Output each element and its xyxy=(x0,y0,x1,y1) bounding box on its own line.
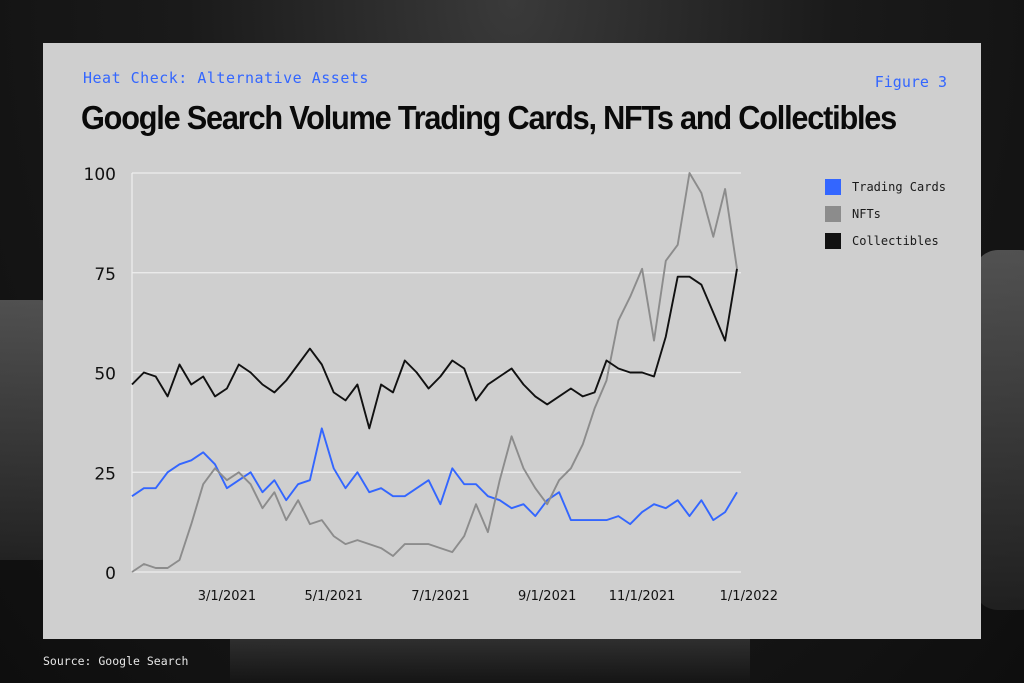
background-photo-bottom xyxy=(230,633,750,683)
series-line-nfts xyxy=(131,172,738,573)
legend-label: Collectibles xyxy=(852,233,939,248)
grid-lines xyxy=(131,172,741,573)
legend-swatch xyxy=(825,232,841,249)
x-axis-ticks: 3/1/2021 5/1/2021 7/1/2021 9/1/2021 11/1/202… xyxy=(198,589,778,604)
y-tick-label: 75 xyxy=(94,265,116,285)
series-line-trading-cards xyxy=(131,427,738,526)
x-tick-label: 7/1/2021 xyxy=(411,589,469,604)
source-note: Source: Google Search xyxy=(43,654,189,668)
legend-label: NFTs xyxy=(852,206,881,221)
series-lines xyxy=(131,172,738,573)
chart-title: Google Search Volume Trading Cards, NFTs… xyxy=(81,99,897,136)
x-tick-label: 9/1/2021 xyxy=(518,589,576,604)
y-tick-label: 25 xyxy=(94,464,116,484)
y-tick-label: 0 xyxy=(105,564,116,584)
x-tick-label: 11/1/2021 xyxy=(609,589,676,604)
line-chart: 0 25 50 75 100 3/1/2021 5/1/2021 7/1/2021 9/1/2… xyxy=(84,165,779,604)
x-tick-label: 3/1/2021 xyxy=(198,589,256,604)
legend-item: Collectibles xyxy=(825,227,946,254)
legend: Trading Cards NFTs Collectibles xyxy=(825,173,946,254)
x-tick-label: 1/1/2022 xyxy=(720,589,778,604)
legend-item: NFTs xyxy=(825,200,946,227)
y-axis-ticks: 0 25 50 75 100 xyxy=(84,165,116,584)
y-tick-label: 50 xyxy=(94,365,116,385)
x-tick-label: 5/1/2021 xyxy=(304,589,362,604)
y-tick-label: 100 xyxy=(84,165,116,185)
background-photo-right xyxy=(974,250,1024,610)
legend-item: Trading Cards xyxy=(825,173,946,200)
legend-swatch xyxy=(825,178,841,195)
kicker-label: Heat Check: Alternative Assets xyxy=(83,69,369,87)
legend-label: Trading Cards xyxy=(852,179,946,194)
series-line-collectibles xyxy=(131,268,738,430)
figure-number: Figure 3 xyxy=(874,73,947,91)
chart-card: Heat Check: Alternative Assets Figure 3 … xyxy=(43,43,981,639)
legend-swatch xyxy=(825,205,841,222)
